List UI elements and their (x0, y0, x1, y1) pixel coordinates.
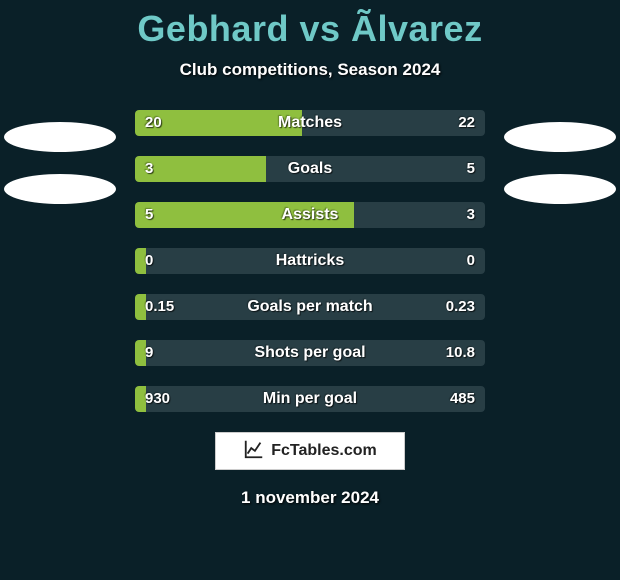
stat-label: Assists (135, 202, 485, 228)
stat-value-right: 0.23 (446, 294, 475, 320)
stat-row: 20Matches22 (135, 110, 485, 136)
stat-value-right: 22 (458, 110, 475, 136)
stat-value-right: 10.8 (446, 340, 475, 366)
stat-row: 3Goals5 (135, 156, 485, 182)
stat-label: Goals per match (135, 294, 485, 320)
stat-value-right: 485 (450, 386, 475, 412)
side-ellipse (504, 174, 616, 204)
stats-bars: 20Matches223Goals55Assists30Hattricks00.… (135, 110, 485, 412)
date-text: 1 november 2024 (0, 488, 620, 508)
stat-value-right: 0 (467, 248, 475, 274)
stat-row: 5Assists3 (135, 202, 485, 228)
footer-logo: FcTables.com (215, 432, 405, 470)
stat-row: 9Shots per goal10.8 (135, 340, 485, 366)
stat-label: Matches (135, 110, 485, 136)
stat-label: Min per goal (135, 386, 485, 412)
stat-label: Goals (135, 156, 485, 182)
stat-label: Shots per goal (135, 340, 485, 366)
chart-icon (243, 438, 265, 465)
subtitle: Club competitions, Season 2024 (0, 60, 620, 80)
side-ellipse (504, 122, 616, 152)
stat-value-right: 3 (467, 202, 475, 228)
stat-row: 930Min per goal485 (135, 386, 485, 412)
footer-logo-text: FcTables.com (271, 442, 377, 460)
side-ellipse (4, 122, 116, 152)
stat-label: Hattricks (135, 248, 485, 274)
page-title: Gebhard vs Ãlvarez (0, 0, 620, 50)
stat-row: 0Hattricks0 (135, 248, 485, 274)
stat-row: 0.15Goals per match0.23 (135, 294, 485, 320)
stat-value-right: 5 (467, 156, 475, 182)
side-ellipse (4, 174, 116, 204)
